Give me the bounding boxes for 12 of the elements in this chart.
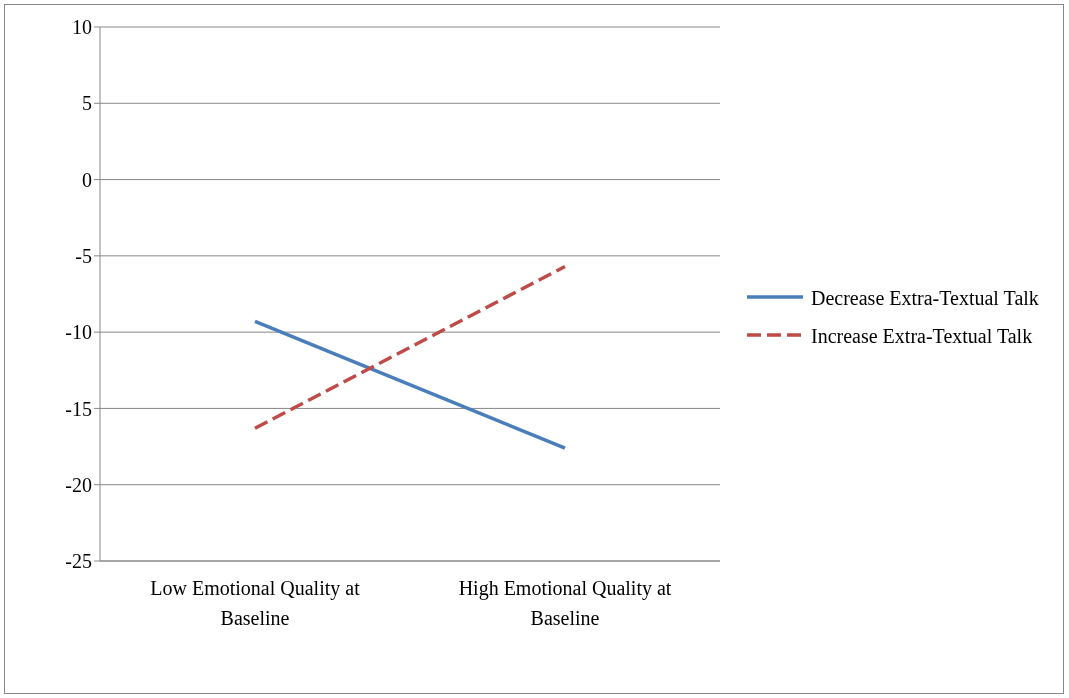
y-tick-label: -15: [65, 397, 92, 420]
y-tick-label: -10: [65, 321, 92, 344]
y-tick-label: 5: [82, 92, 92, 115]
y-tick-label: -20: [65, 473, 92, 496]
y-tick-label: -25: [65, 550, 92, 573]
x-tick-label: High Emotional Quality at Baseline: [458, 577, 672, 629]
y-tick-label: 0: [82, 168, 92, 191]
legend-label: Decrease Extra-Textual Talk: [811, 286, 1039, 311]
legend-label: Increase Extra-Textual Talk: [811, 324, 1033, 349]
y-tick-label: -5: [75, 244, 92, 267]
x-tick-label: Low Emotional Quality at Baseline: [150, 577, 361, 629]
y-tick-label: 10: [72, 16, 92, 39]
